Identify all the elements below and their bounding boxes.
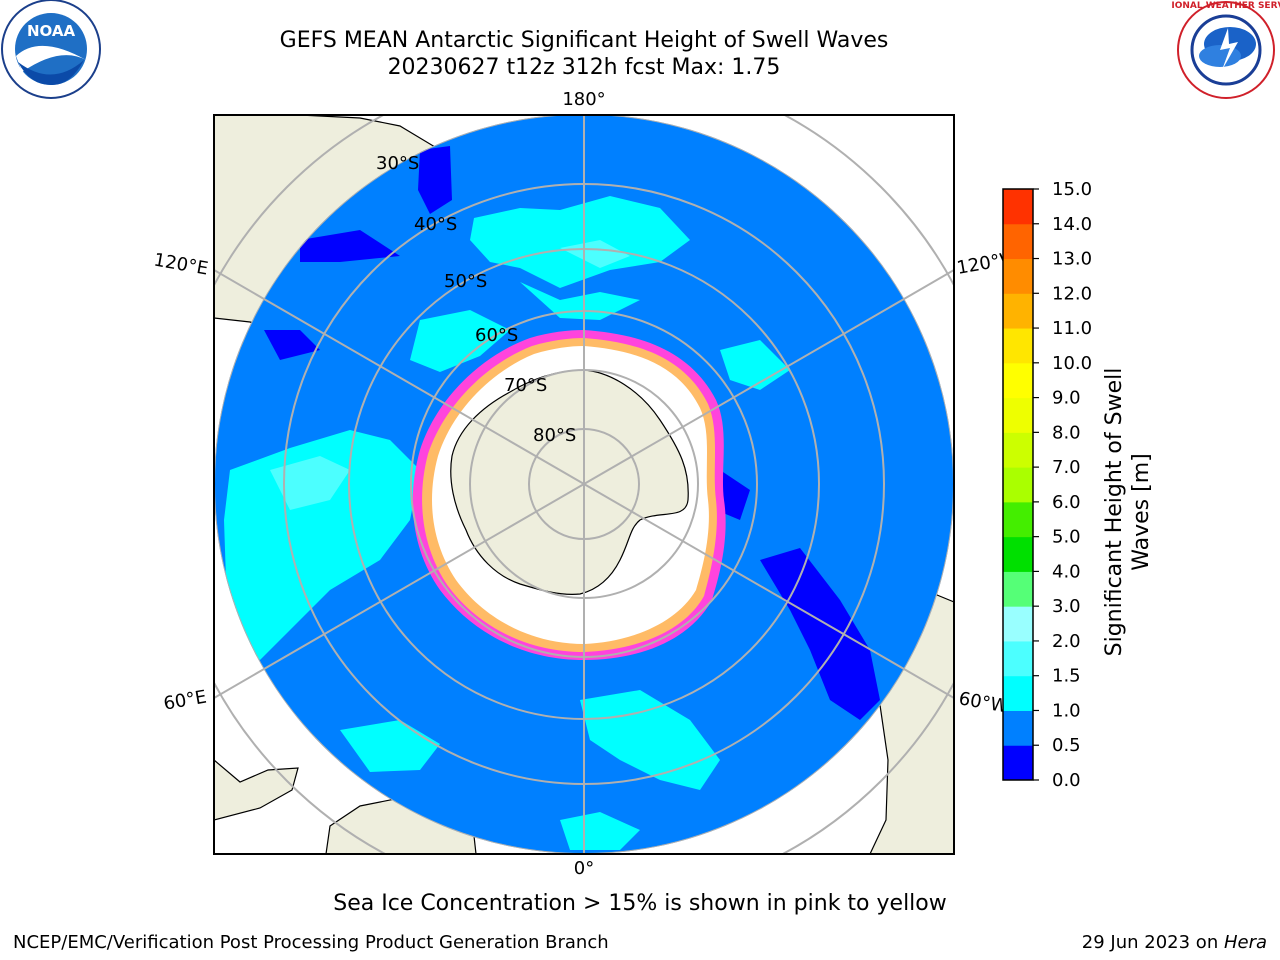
footer-machine: Hera — [1223, 932, 1267, 953]
colorbar-tick-label: 4.0 — [1052, 561, 1081, 582]
lat-label-50s: 50°S — [444, 271, 487, 292]
noaa-logo-text: NOAA — [27, 22, 76, 40]
colorbar-tick-label: 15.0 — [1052, 179, 1092, 200]
colorbar-tick-label: 0.5 — [1052, 735, 1081, 756]
colorbar-tick-label: 12.0 — [1052, 283, 1092, 304]
colorbar-band — [1003, 501, 1033, 538]
chart-title: GEFS MEAN Antarctic Significant Height o… — [279, 28, 889, 53]
colorbar-tick-label: 9.0 — [1052, 388, 1081, 409]
colorbar-tick-label: 0.0 — [1052, 770, 1081, 791]
lat-label-70s: 70°S — [504, 375, 547, 396]
colorbar-band — [1003, 223, 1033, 260]
outer-gridlines — [214, 115, 954, 854]
nws-logo-text: NATIONAL WEATHER SERVICE — [1172, 1, 1280, 11]
colorbar-tick-label: 2.0 — [1052, 631, 1081, 652]
colorbar-band — [1003, 606, 1033, 642]
colorbar-band — [1003, 328, 1033, 364]
colorbar-band — [1003, 362, 1033, 399]
map-frame — [213, 114, 955, 855]
colorbar-tick-label: 6.0 — [1052, 492, 1081, 513]
colorbar-tick-label: 14.0 — [1052, 214, 1092, 235]
colorbar-tick-label: 5.0 — [1052, 527, 1081, 548]
colorbar-band — [1003, 397, 1033, 433]
chart-subtitle: 20230627 t12z 312h fcst Max: 1.75 — [387, 55, 781, 80]
colorbar-tick-label: 11.0 — [1052, 318, 1092, 339]
colorbar-frame — [1002, 188, 1034, 781]
footer-date-text: 29 Jun 2023 on — [1081, 932, 1224, 953]
colorbar-band — [1003, 189, 1033, 225]
lat-label-30s: 30°S — [376, 153, 419, 174]
footer-credit: NCEP/EMC/Verification Post Processing Pr… — [13, 932, 609, 953]
lat-label-60s: 60°S — [475, 325, 518, 346]
colorbar-bands — [1003, 189, 1033, 781]
lat-label-40s: 40°S — [414, 214, 457, 235]
colorbar-tick-label: 8.0 — [1052, 422, 1081, 443]
colorbar-band — [1003, 745, 1033, 781]
colorbar-tick-label: 3.0 — [1052, 596, 1081, 617]
antarctica — [450, 369, 689, 595]
colorbar-band — [1003, 640, 1033, 677]
lon-label-top: 180° — [562, 89, 605, 110]
colorbar-band — [1003, 293, 1033, 329]
colorbar-ticks: 0.0 0.5 1.0 1.5 2.0 3.0 4.0 5.0 6.0 7.0 8.0 9.0 10.0… — [1033, 179, 1092, 791]
colorbar-label: Significant Height of Swell Waves [m] — [1102, 367, 1154, 657]
lon-label-bottom: 0° — [574, 858, 594, 879]
national-weather-service-logo: NATIONAL WEATHER SERVICE — [1172, 1, 1280, 99]
noaa-logo: NOAA — [1, 0, 101, 99]
colorbar-band — [1003, 467, 1033, 503]
colorbar-band — [1003, 536, 1033, 572]
sea-ice-note: Sea Ice Concentration > 15% is shown in … — [333, 891, 947, 916]
colorbar-tick-label: 10.0 — [1052, 353, 1092, 374]
colorbar-tick-label: 7.0 — [1052, 457, 1081, 478]
colorbar-tick-label: 1.0 — [1052, 700, 1081, 721]
colorbar-tick-label: 13.0 — [1052, 249, 1092, 270]
colorbar-band — [1003, 432, 1033, 468]
meridian-lines — [263, 114, 905, 854]
lat-label-80s: 80°S — [533, 425, 576, 446]
colorbar-band — [1003, 675, 1033, 711]
colorbar-band — [1003, 571, 1033, 607]
footer-date: 29 Jun 2023 on Hera — [1082, 932, 1267, 953]
colorbar-tick-label: 1.5 — [1052, 666, 1081, 687]
colorbar-band — [1003, 710, 1033, 746]
colorbar-band — [1003, 258, 1033, 294]
